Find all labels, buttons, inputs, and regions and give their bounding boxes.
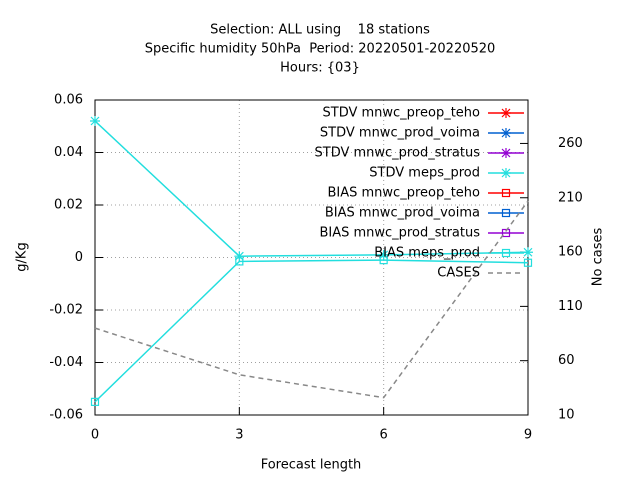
legend-marker (501, 208, 511, 218)
plot-frame (94, 99, 529, 416)
y2-tick-label: 160 (558, 245, 583, 260)
point (90, 116, 100, 126)
legend-marker (501, 128, 511, 138)
legend-label: CASES (437, 266, 480, 281)
y2-tick-label: 60 (558, 353, 575, 368)
y-tick-label: -0.06 (49, 408, 83, 423)
y2-tick-label: 10 (558, 408, 575, 423)
point (379, 256, 388, 265)
y2-axis-label: No cases (591, 228, 606, 287)
y-tick-label: 0.02 (54, 198, 83, 213)
x-tick-label: 3 (235, 428, 243, 443)
legend-label: BIAS mnwc_preop_teho (327, 186, 480, 201)
series-line (94, 200, 529, 399)
legend-marker (501, 248, 511, 258)
point (523, 247, 533, 258)
y-axis-label: g/Kg (15, 242, 30, 271)
y2-tick-label: 210 (558, 190, 583, 205)
legend-marker (501, 228, 511, 238)
legend-label: STDV mnwc_prod_stratus (315, 146, 481, 161)
y2-tick-label: 110 (558, 299, 583, 314)
x-tick-label: 0 (91, 428, 99, 443)
y-tick-label: 0 (75, 250, 83, 265)
legend-marker (501, 108, 511, 118)
legend-label: BIAS mnwc_prod_stratus (319, 226, 480, 241)
point (234, 251, 245, 262)
chart-title: Specific humidity 50hPa Period: 20220501… (145, 42, 496, 57)
point (90, 397, 100, 406)
x-tick-label: 6 (380, 428, 388, 443)
point (378, 249, 389, 260)
y-tick-label: 0.04 (54, 145, 83, 160)
x-axis-label: Forecast length (261, 458, 362, 473)
x-tick-label: 9 (524, 428, 532, 443)
legend-label: BIAS meps_prod (374, 246, 480, 261)
point (235, 257, 244, 266)
chart-title: Hours: {03} (280, 61, 360, 76)
legend-marker (501, 148, 511, 158)
y-tick-label: 0.06 (54, 93, 83, 108)
y2-tick-label: 260 (558, 136, 583, 151)
legend-marker (501, 188, 511, 198)
legend-marker (501, 168, 511, 178)
y-tick-label: -0.04 (49, 355, 83, 370)
series-line (94, 259, 529, 403)
legend-label: BIAS mnwc_prod_voima (325, 206, 480, 221)
legend-label: STDV meps_prod (369, 166, 480, 181)
series-line (94, 120, 529, 257)
chart-title: Selection: ALL using 18 stations (210, 23, 430, 38)
legend-label: STDV mnwc_preop_teho (323, 106, 481, 121)
point (523, 258, 533, 267)
y-tick-label: -0.02 (49, 303, 83, 318)
legend-label: STDV mnwc_prod_voima (320, 126, 480, 141)
